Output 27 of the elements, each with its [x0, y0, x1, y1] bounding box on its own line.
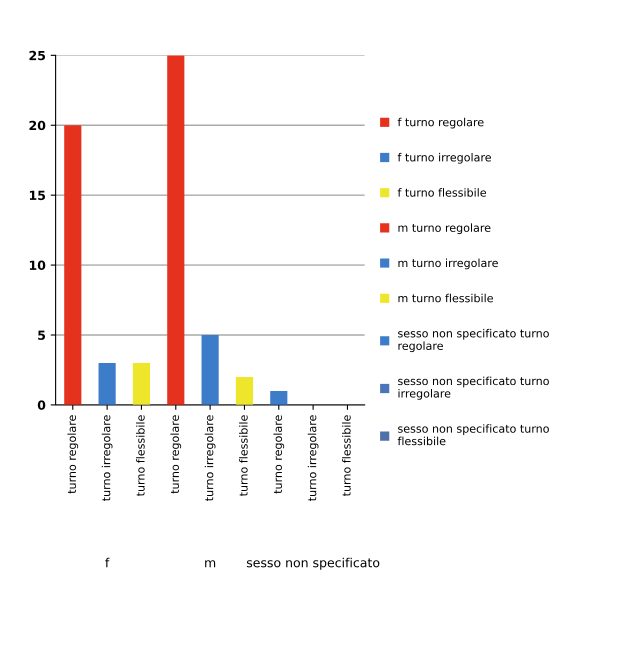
- y-tick-label: 25: [29, 50, 46, 60]
- legend-label: sesso non specificato turno flessibile: [398, 424, 549, 446]
- x-tick-label: turno regolare: [67, 415, 78, 494]
- legend-label: f turno irregolare: [398, 152, 491, 164]
- x-tick-label: turno flessibile: [136, 415, 145, 496]
- text: f: [105, 558, 110, 568]
- x-tick-label: turno flessibile: [342, 415, 351, 496]
- y-tick-label: 0: [38, 400, 46, 410]
- x-tick-label: turno regolare: [273, 415, 284, 494]
- legend-label: sesso non specificato turno irregolare: [398, 376, 549, 400]
- y-tick-label: 10: [30, 260, 46, 270]
- x-tick-label: turno irregolare: [204, 415, 216, 502]
- x-tick-label: turno irregolare: [102, 415, 112, 502]
- x-tick-label: turno regolare: [170, 415, 182, 494]
- text: m: [205, 560, 216, 568]
- y-tick-label: 20: [29, 120, 46, 130]
- x-tick-label: turno irregolare: [308, 415, 318, 502]
- legend-label: m turno flessibile: [398, 294, 493, 302]
- legend-label: sesso non specificato turno regolare: [398, 328, 549, 352]
- legend-label: f turno flessibile: [398, 188, 486, 197]
- text: sesso non specificato: [246, 558, 380, 570]
- legend-label: f turno regolare: [398, 118, 484, 128]
- y-tick-label: 15: [30, 190, 46, 200]
- legend-label: m turno irregolare: [398, 258, 498, 270]
- legend-label: m turno regolare: [398, 223, 490, 234]
- y-tick-label: 5: [38, 330, 46, 340]
- x-tick-label: turno flessibile: [239, 415, 248, 496]
